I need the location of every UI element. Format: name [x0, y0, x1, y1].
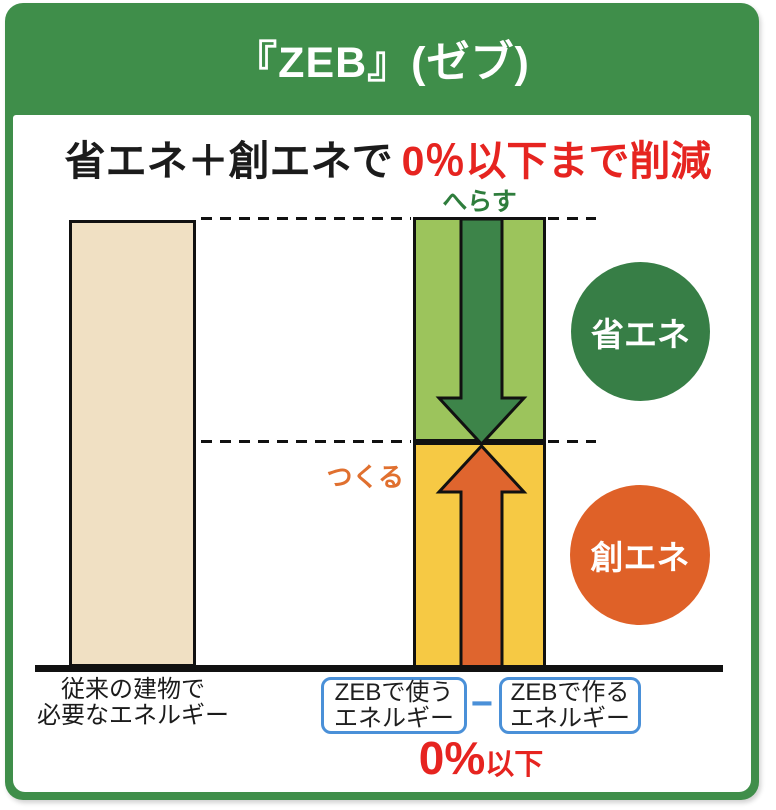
energy-saving-badge-label: 省エネ	[591, 315, 690, 353]
header-banner: 『ZEB』(ゼブ)	[5, 3, 759, 115]
conventional-energy-caption: 従来の建物で 必要なエネルギー	[23, 677, 243, 729]
energy-saving-badge: 省エネ	[571, 262, 710, 401]
subtitle-highlight: 0％以下まで削減	[401, 138, 712, 184]
energy-creation-badge: 創エネ	[570, 485, 710, 625]
zeb-make-energy-box: ZEBで作る エネルギー	[499, 677, 641, 734]
zeb-use-energy-line2: エネルギー	[334, 704, 454, 732]
energy-saving-segment	[413, 217, 546, 442]
minus-sign: −	[470, 683, 494, 725]
zeb-use-energy-box: ZEBで使う エネルギー	[321, 677, 467, 734]
reduce-label: へらす	[442, 188, 517, 216]
create-label: つくる	[326, 462, 404, 492]
result-text: 0%以下	[288, 731, 674, 785]
result-unit: 以下	[485, 749, 544, 781]
result-value: 0%	[418, 732, 486, 784]
conventional-energy-bar	[69, 220, 196, 667]
ground-baseline	[35, 665, 723, 672]
page-title: 『ZEB』(ゼブ)	[234, 39, 530, 87]
zeb-make-energy-line1: ZEBで作る	[510, 678, 630, 706]
subtitle: 省エネ＋創エネで 0％以下まで削減	[0, 127, 776, 187]
zeb-make-energy-line2: エネルギー	[510, 704, 630, 732]
zeb-use-energy-line1: ZEBで使う	[334, 678, 454, 706]
subtitle-prefix: 省エネ＋創エネで	[64, 138, 393, 184]
energy-creation-segment	[413, 442, 546, 668]
conventional-energy-caption-line1: 従来の建物で	[61, 676, 205, 703]
energy-creation-badge-label: 創エネ	[590, 539, 690, 576]
conventional-energy-caption-line2: 必要なエネルギー	[37, 702, 229, 729]
